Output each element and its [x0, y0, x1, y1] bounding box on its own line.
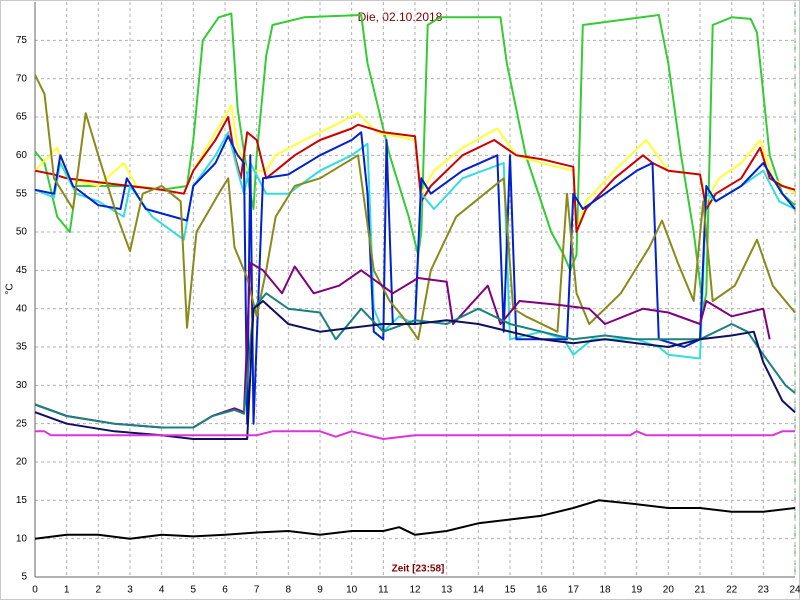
x-tick-label: 14 [473, 585, 485, 596]
x-tick-label: 11 [378, 585, 389, 596]
y-axis-label: °C [5, 283, 16, 294]
y-tick-label: 70 [16, 73, 28, 84]
series-line [34, 292, 796, 429]
y-tick-label: 45 [16, 265, 28, 276]
y-tick-label: 15 [16, 495, 28, 506]
x-tick-label: 15 [504, 585, 516, 596]
series-line [35, 430, 795, 440]
series-line [34, 499, 796, 540]
series-line [34, 74, 796, 341]
x-tick-label: 9 [317, 585, 323, 596]
y-tick-label: 5 [21, 572, 27, 583]
x-tick-label: 22 [726, 585, 738, 596]
chart-title: Die, 02.10.2018 [358, 10, 443, 24]
y-tick-label: 30 [16, 380, 28, 391]
x-tick-label: 0 [32, 585, 38, 596]
x-tick-label: 5 [191, 585, 197, 596]
series-line [34, 116, 796, 233]
x-tick-label: 3 [127, 585, 133, 596]
x-tick-label: 20 [663, 585, 675, 596]
x-tick-label: 13 [441, 585, 453, 596]
x-tick-label: 12 [409, 585, 421, 596]
y-tick-label: 25 [16, 418, 28, 429]
y-tick-label: 50 [16, 227, 28, 238]
y-tick-label: 20 [16, 457, 28, 468]
x-tick-label: 16 [536, 585, 548, 596]
x-tick-label: 23 [758, 585, 770, 596]
series-line [34, 300, 796, 440]
x-tick-label: 21 [694, 585, 706, 596]
x-tick-label: 10 [346, 585, 358, 596]
x-tick-label: 1 [64, 585, 70, 596]
x-tick-label: 6 [222, 585, 228, 596]
y-tick-label: 55 [16, 188, 28, 199]
x-tick-label: 2 [96, 585, 102, 596]
y-tick-label: 35 [16, 342, 28, 353]
x-tick-label: 7 [254, 585, 260, 596]
y-tick-label: 60 [16, 150, 28, 161]
y-tick-label: 40 [16, 303, 28, 314]
x-tick-label: 8 [286, 585, 292, 596]
x-axis-label: Zeit [23:58] [392, 564, 445, 575]
y-tick-label: 10 [16, 533, 28, 544]
y-tick-label: 65 [16, 112, 28, 123]
x-tick-label: 24 [789, 585, 800, 596]
x-tick-label: 4 [159, 585, 165, 596]
y-tick-label: 75 [16, 35, 28, 46]
x-tick-label: 18 [599, 585, 611, 596]
x-tick-label: 19 [631, 585, 643, 596]
x-tick-label: 17 [568, 585, 580, 596]
